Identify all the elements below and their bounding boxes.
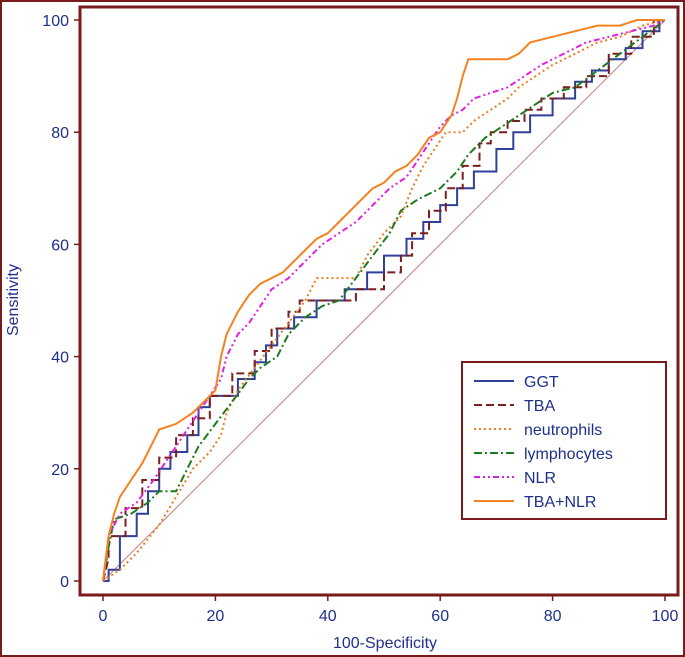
series-line-tba-nlr [102, 19, 665, 582]
series-line-neutrophils [102, 19, 666, 582]
legend-label: TBA [524, 398, 555, 415]
y-tick-labels: 0 20 40 60 80 100 [42, 13, 69, 591]
series-line-nlr [102, 19, 666, 582]
x-tick-label: 0 [99, 608, 108, 625]
legend-label: GGT [524, 374, 559, 391]
axis-ticks [74, 19, 666, 601]
x-tick-label: 100 [652, 608, 679, 625]
y-tick-label: 40 [51, 350, 69, 367]
y-tick-label: 60 [51, 237, 69, 254]
plot-frame [78, 5, 680, 597]
legend-label: NLR [524, 470, 556, 487]
y-axis-title: Sensitivity [5, 264, 22, 336]
y-tick-label: 0 [60, 574, 69, 591]
series-line-lymphocytes [102, 19, 666, 582]
legend-label: lymphocytes [524, 446, 613, 463]
x-tick-label: 80 [544, 608, 562, 625]
x-tick-labels: 0 20 40 60 80 100 [99, 608, 679, 625]
legend-label: neutrophils [524, 422, 602, 439]
y-tick-label: 20 [51, 462, 69, 479]
series-line-tba [102, 19, 665, 582]
legend-box [461, 361, 667, 520]
x-tick-label: 20 [207, 608, 225, 625]
y-tick-label: 80 [51, 125, 69, 142]
reference-diagonal [102, 19, 666, 582]
y-tick-label: 100 [42, 13, 69, 30]
legend: GGT TBA neutrophils lymphocytes NLR TBA+NLR [461, 361, 667, 520]
x-axis-title: 100-Specificity [333, 635, 437, 652]
series-layer [102, 19, 666, 582]
x-tick-label: 60 [431, 608, 449, 625]
series-line-ggt [103, 19, 665, 582]
legend-label: TBA+NLR [524, 494, 596, 511]
x-tick-label: 40 [319, 608, 337, 625]
